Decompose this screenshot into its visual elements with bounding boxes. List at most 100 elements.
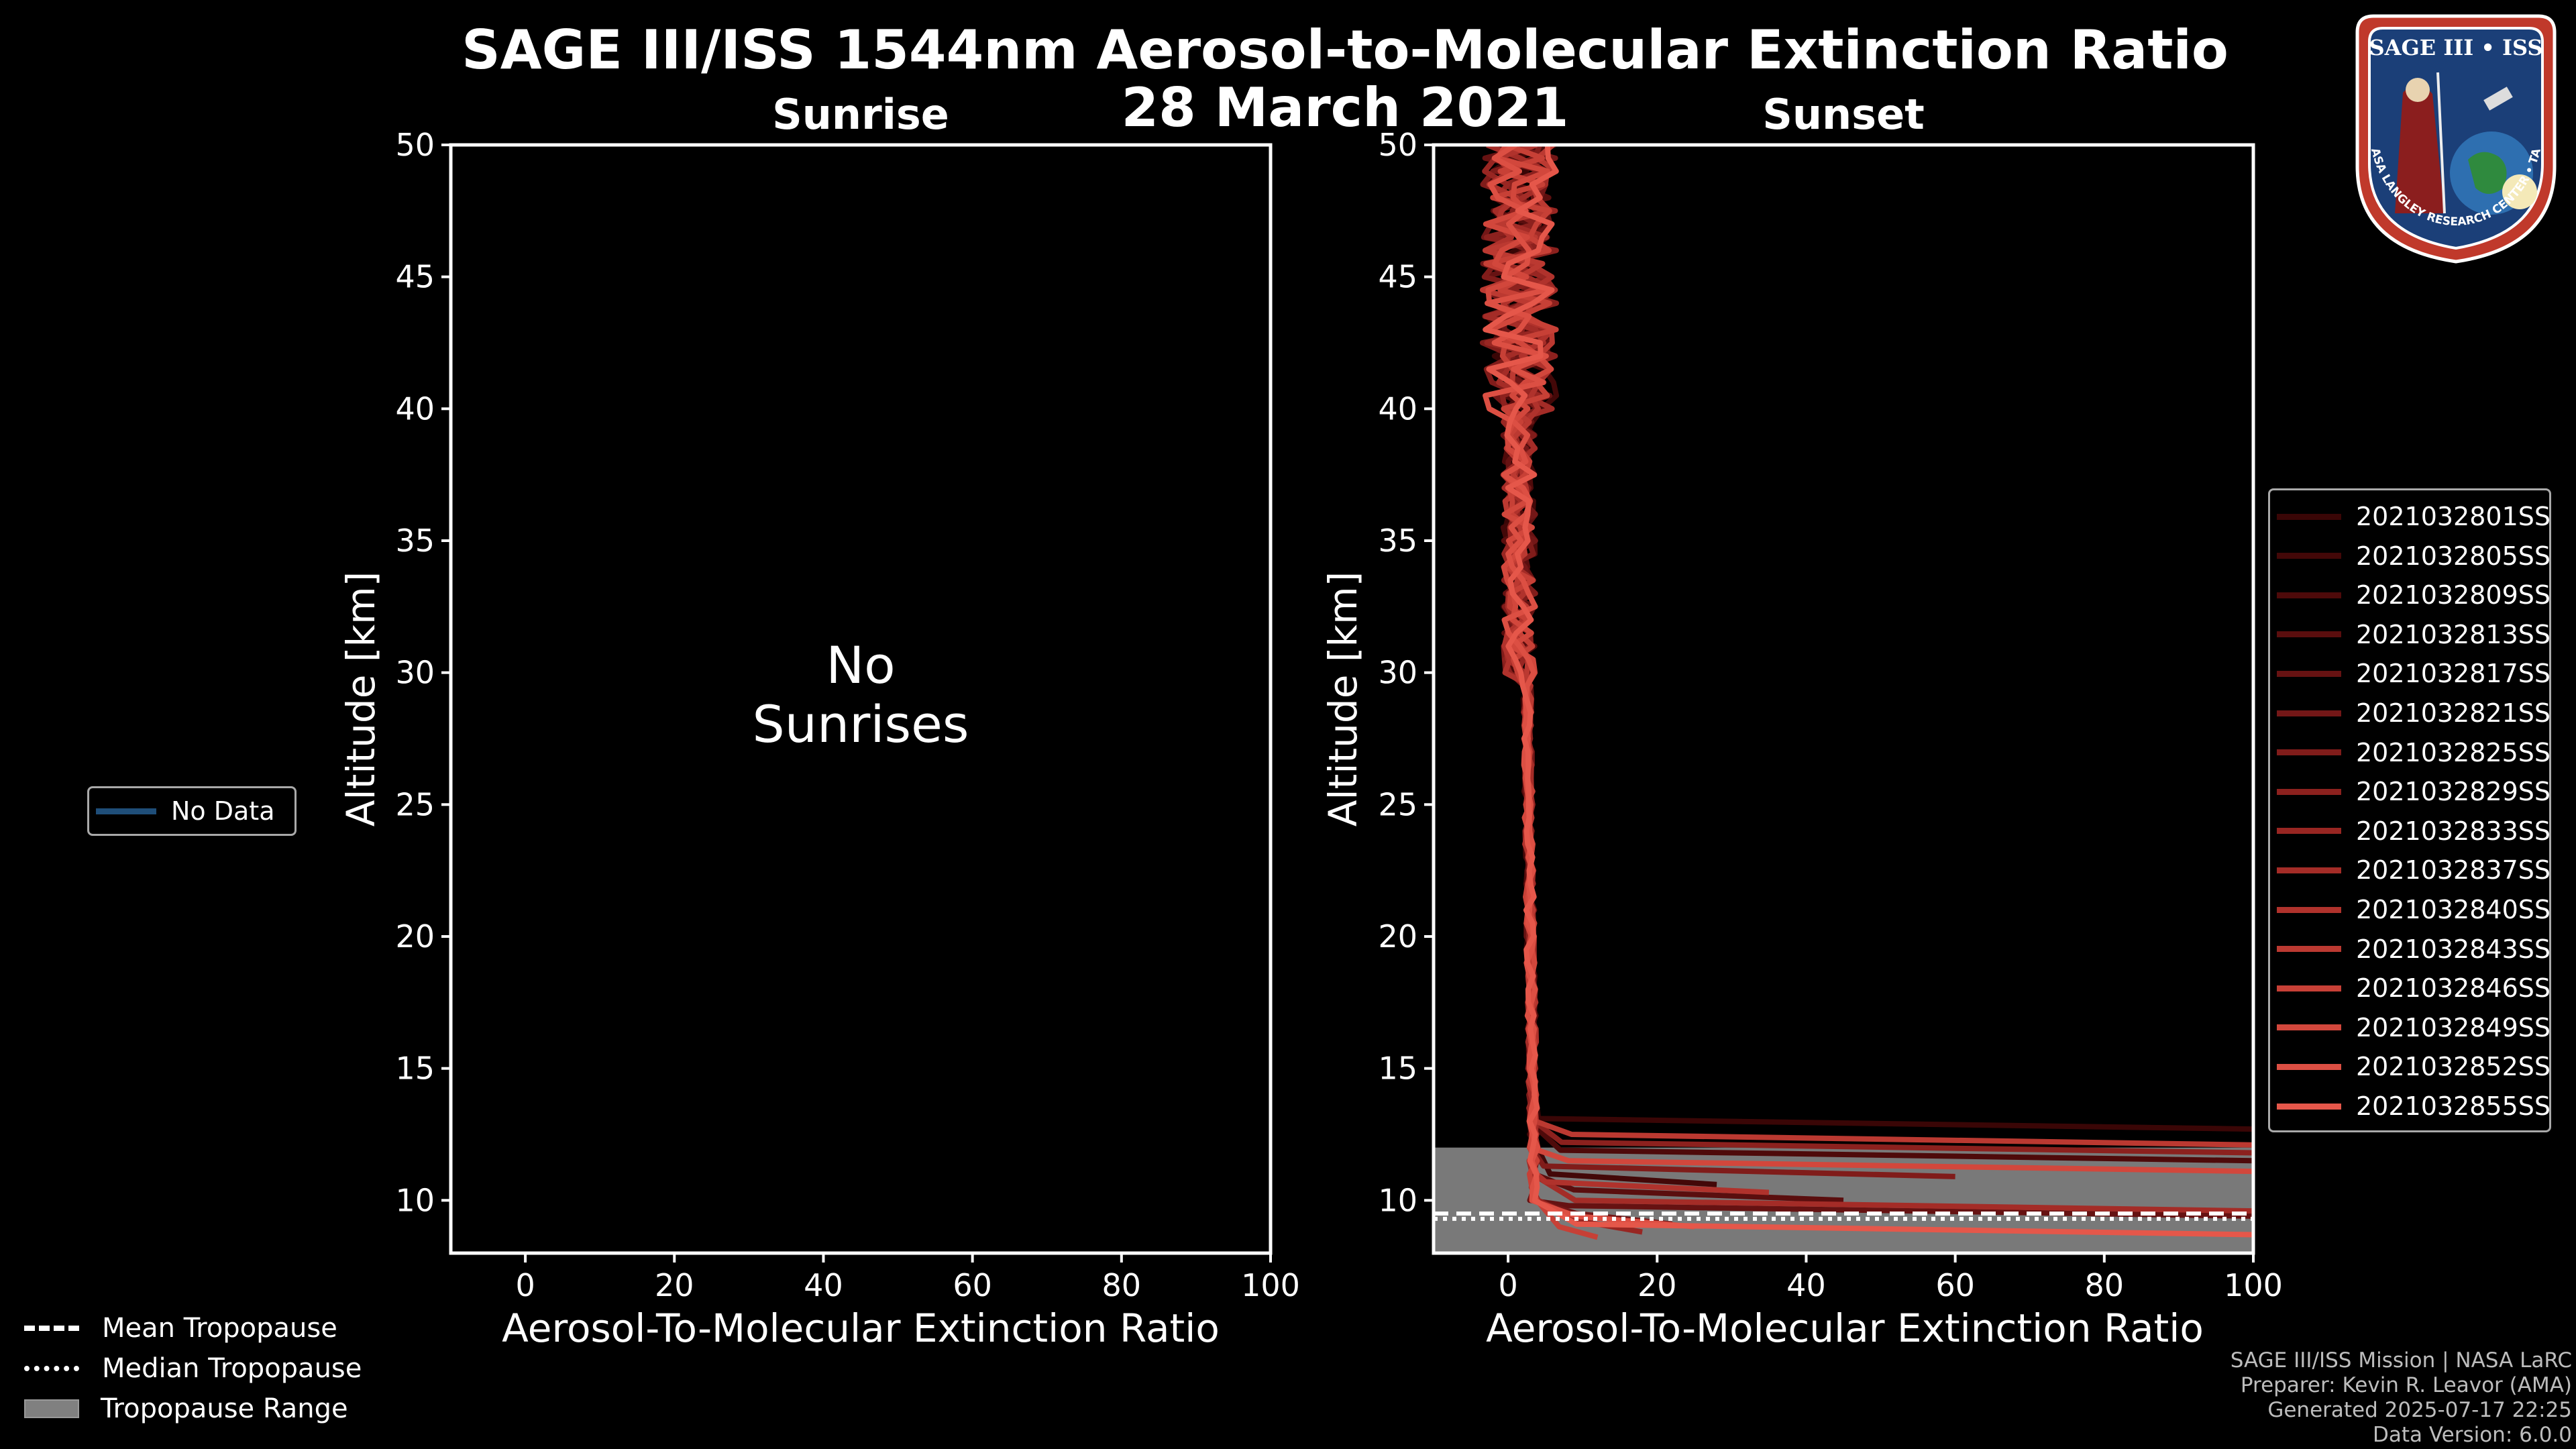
sunrise-axes-frame [449, 143, 1273, 1255]
legend-range-label: Tropopause Range [101, 1393, 348, 1424]
x-tick-label: 60 [1935, 1267, 1975, 1303]
legend-item: 2021032821SS [2270, 694, 2551, 733]
x-tick-label: 100 [1241, 1267, 1300, 1303]
sunrise-panel: 0 20 40 60 80 100 10 15 20 25 30 35 40 45 50 Aerosol-T… [338, 127, 1300, 1351]
no-sunrises-line2: Sunrises [752, 694, 969, 754]
legend-swatch [2277, 513, 2341, 520]
y-tick-label: 45 [395, 259, 435, 295]
sunrise-y-axis-label: Altitude [km] [338, 572, 384, 826]
legend-swatch [2277, 631, 2341, 638]
legend-mean-label: Mean Tropopause [102, 1313, 337, 1344]
legend-item: 2021032849SS [2270, 1008, 2551, 1047]
legend-swatch [96, 808, 156, 814]
sunset-ticks: 0 20 40 60 80 100 10 15 20 25 30 35 40 45 50 [1378, 127, 2282, 1303]
no-data-legend: No Data [87, 786, 297, 836]
logo-shield-inner [2368, 27, 2544, 250]
footer-line-version: Data Version: 6.0.0 [2372, 1423, 2572, 1447]
legend-label: 2021032821SS [2356, 698, 2551, 728]
legend-swatch [2277, 1103, 2341, 1110]
legend-swatch [2277, 710, 2341, 716]
y-tick-label: 50 [1378, 127, 1417, 163]
legend-swatch [2277, 553, 2341, 559]
y-tick-label: 50 [395, 127, 435, 163]
x-tick-label: 80 [2085, 1267, 2125, 1303]
logo-iss-icon [2483, 87, 2513, 111]
legend-label: 2021032825SS [2356, 737, 2551, 767]
legend-label: 2021032840SS [2356, 895, 2551, 924]
legend-swatch [2277, 670, 2341, 677]
legend-item: 2021032855SS [2270, 1087, 2551, 1126]
y-tick-label: 40 [1378, 390, 1417, 427]
legend-item: 2021032846SS [2270, 969, 2551, 1008]
sunrise-ticks: 0 20 40 60 80 100 10 15 20 25 30 35 40 45 50 [395, 127, 1299, 1303]
legend-label: No Data [171, 796, 275, 826]
range-patch-swatch [24, 1399, 79, 1418]
footer-line-preparer: Preparer: Kevin R. Leavor (AMA) [2240, 1373, 2572, 1397]
legend-swatch [2277, 1063, 2341, 1070]
legend-label: 2021032846SS [2356, 973, 2551, 1004]
legend-item: 2021032829SS [2270, 772, 2551, 811]
sunset-panel: 0 20 40 60 80 100 10 15 20 25 30 35 40 45 50 Aerosol-T… [1320, 127, 2283, 1351]
y-tick-label: 20 [1378, 918, 1417, 955]
x-tick-label: 40 [804, 1267, 843, 1303]
y-tick-label: 35 [395, 523, 435, 559]
sunset-profiles [1479, 145, 2253, 1240]
legend-swatch [2277, 985, 2341, 991]
legend-label: 2021032805SS [2356, 541, 2551, 571]
legend-item: 2021032837SS [2270, 851, 2551, 890]
legend-item: 2021032805SS [2270, 537, 2551, 576]
series-line-2021032855SS [1483, 145, 2253, 1238]
legend-label: 2021032843SS [2356, 934, 2551, 964]
legend-label: 2021032817SS [2356, 659, 2551, 689]
y-tick-label: 45 [1378, 259, 1417, 295]
y-tick-label: 10 [1378, 1182, 1417, 1218]
sunset-x-axis-label: Aerosol-To-Molecular Extinction Ratio [1486, 1305, 2204, 1351]
legend-mean-tropopause: Mean Tropopause [24, 1308, 362, 1348]
x-tick-label: 20 [655, 1267, 694, 1303]
sunrise-panel-title: Sunrise [772, 90, 949, 139]
sunset-panel-title: Sunset [1762, 90, 1925, 139]
y-tick-label: 25 [395, 786, 435, 822]
y-tick-label: 25 [1378, 786, 1417, 822]
x-tick-label: 40 [1786, 1267, 1826, 1303]
logo-sun-icon [2502, 174, 2537, 209]
legend-swatch [2277, 867, 2341, 873]
legend-label: 2021032837SS [2356, 855, 2551, 885]
sunset-y-axis-label: Altitude [km] [1320, 572, 1366, 826]
dotted-line-swatch [24, 1366, 79, 1371]
y-tick-label: 35 [1378, 523, 1417, 559]
x-tick-label: 0 [515, 1267, 535, 1303]
logo-continent-icon [2468, 152, 2507, 194]
legend-label: 2021032809SS [2356, 580, 2551, 610]
logo-title-text: SAGE III • ISS [2369, 35, 2543, 60]
legend-item: 2021032840SS [2270, 890, 2551, 929]
footer-credits: SAGE III/ISS Mission | NASA LaRC Prepare… [2231, 1348, 2572, 1448]
x-tick-label: 80 [1102, 1267, 1142, 1303]
legend-item: 2021032833SS [2270, 812, 2551, 851]
legend-item: 2021032852SS [2270, 1047, 2551, 1086]
legend-label: 2021032852SS [2356, 1052, 2551, 1082]
legend-label: 2021032829SS [2356, 777, 2551, 807]
logo-figure-head-icon [2406, 78, 2430, 102]
legend-swatch [2277, 946, 2341, 953]
legend-item: 2021032825SS [2270, 733, 2551, 772]
sunset-axes-frame [1432, 143, 2255, 1255]
legend-swatch [2277, 592, 2341, 598]
x-tick-label: 20 [1638, 1267, 1677, 1303]
legend-tropopause-range: Tropopause Range [24, 1389, 362, 1429]
x-tick-label: 60 [953, 1267, 992, 1303]
legend-swatch [2277, 828, 2341, 835]
no-sunrises-message: No Sunrises [451, 636, 1270, 754]
legend-label: 2021032833SS [2356, 816, 2551, 846]
sunrise-x-axis-label: Aerosol-To-Molecular Extinction Ratio [502, 1305, 1220, 1351]
dashed-line-swatch [24, 1326, 79, 1331]
legend-median-tropopause: Median Tropopause [24, 1348, 362, 1389]
y-tick-label: 10 [395, 1182, 435, 1218]
sunset-series-legend: 2021032801SS 2021032805SS 2021032809SS 2021… [2268, 488, 2551, 1132]
sunset-axes-background [1434, 145, 2253, 1253]
legend-label: 2021032813SS [2356, 619, 2551, 649]
legend-median-label: Median Tropopause [102, 1353, 362, 1384]
legend-swatch [2277, 749, 2341, 756]
legend-label: 2021032855SS [2356, 1091, 2551, 1121]
